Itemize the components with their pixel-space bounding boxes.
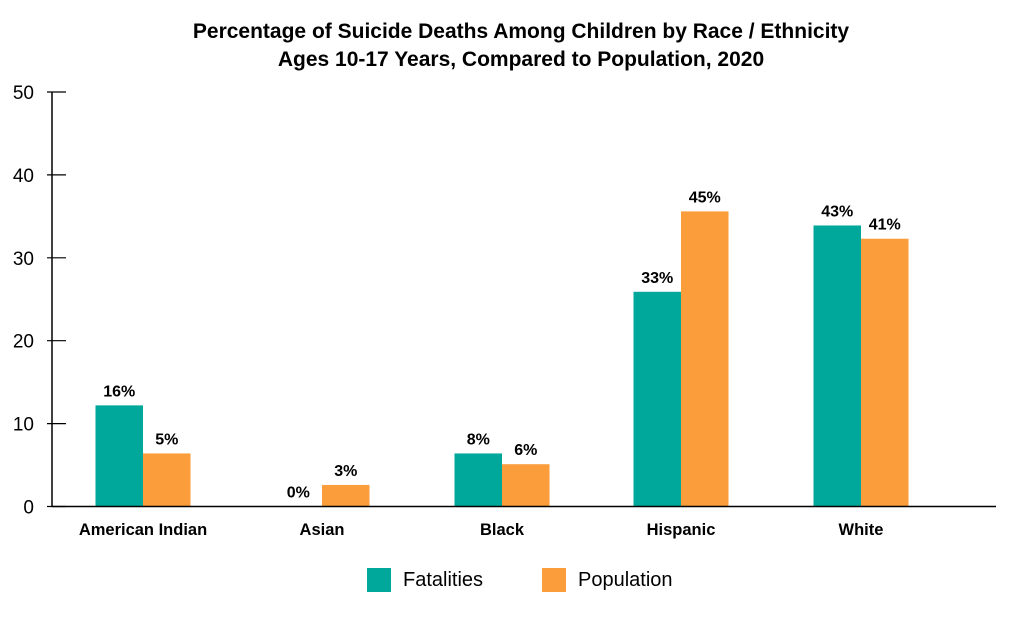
legend-swatch-fatalities [367,568,391,592]
bar-population-asian [322,484,370,507]
data-label-population-black: 6% [514,442,537,459]
chart-title-line-1: Percentage of Suicide Deaths Among Child… [192,20,850,43]
legend-label-fatalities: Fatalities [403,568,484,591]
data-label-fatalities-asian: 0% [287,485,310,502]
data-label-population-asian: 3% [334,463,357,480]
data-label-population-white: 41% [869,217,901,234]
legend-label-population: Population [578,568,673,591]
y-tick-label-0: 0 [23,498,34,519]
x-tick-label-hispanic: Hispanic [647,521,716,539]
chart-title: Percentage of Suicide Deaths Among Child… [0,18,1024,74]
data-label-fatalities-white: 43% [821,203,853,220]
y-tick-label-40: 40 [13,166,34,187]
data-label-population-american-indian: 5% [155,431,178,448]
bar-population-american-indian [143,453,191,507]
legend-swatch-population [542,568,566,592]
bar-fatalities-hispanic [633,291,681,507]
x-tick-label-asian: Asian [300,521,345,539]
data-label-population-hispanic: 45% [689,189,721,206]
x-tick-label-white: White [839,521,884,539]
x-tick-label-american-indian: American Indian [79,521,207,539]
y-tick-label-20: 20 [13,332,34,353]
legend: Fatalities Population [0,568,1024,598]
chart-title-line-2: Ages 10-17 Years, Compared to Population… [277,48,765,71]
bar-fatalities-american-indian [95,405,143,507]
bar-population-white [861,238,909,507]
bar-population-hispanic [681,211,729,507]
legend-item-fatalities: Fatalities [367,568,483,592]
bar-fatalities-white [813,225,861,507]
data-label-fatalities-american-indian: 16% [103,383,135,400]
data-label-fatalities-hispanic: 33% [641,270,673,287]
y-tick-label-10: 10 [13,415,34,436]
legend-item-population: Population [542,568,673,592]
y-tick-label-50: 50 [13,83,34,104]
bar-population-black [502,464,550,507]
y-tick-label-30: 30 [13,249,34,270]
data-label-fatalities-black: 8% [467,431,490,448]
x-tick-label-black: Black [480,521,525,539]
bar-fatalities-black [454,453,502,507]
